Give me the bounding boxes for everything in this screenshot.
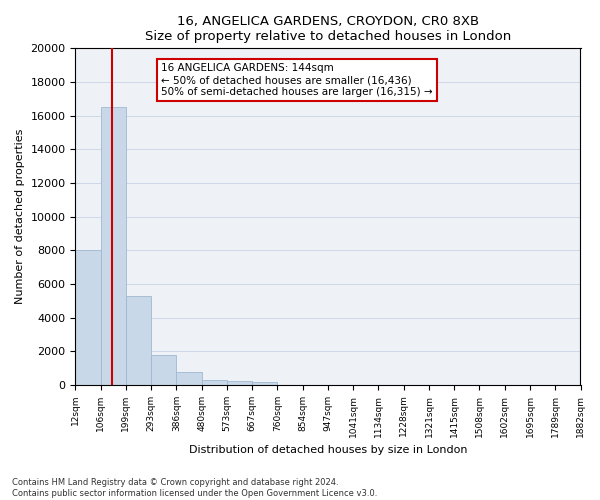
Y-axis label: Number of detached properties: Number of detached properties: [15, 129, 25, 304]
Bar: [76, 250, 101, 385]
Bar: [252, 382, 277, 385]
X-axis label: Distribution of detached houses by size in London: Distribution of detached houses by size …: [189, 445, 467, 455]
Bar: [101, 107, 126, 385]
Title: 16, ANGELICA GARDENS, CROYDON, CR0 8XB
Size of property relative to detached hou: 16, ANGELICA GARDENS, CROYDON, CR0 8XB S…: [145, 15, 511, 43]
Bar: [151, 354, 176, 385]
Bar: [176, 372, 202, 385]
Bar: [227, 382, 252, 385]
Bar: [126, 296, 151, 385]
Bar: [202, 380, 227, 385]
Text: Contains HM Land Registry data © Crown copyright and database right 2024.
Contai: Contains HM Land Registry data © Crown c…: [12, 478, 377, 498]
Text: 16 ANGELICA GARDENS: 144sqm
← 50% of detached houses are smaller (16,436)
50% of: 16 ANGELICA GARDENS: 144sqm ← 50% of det…: [161, 64, 433, 96]
